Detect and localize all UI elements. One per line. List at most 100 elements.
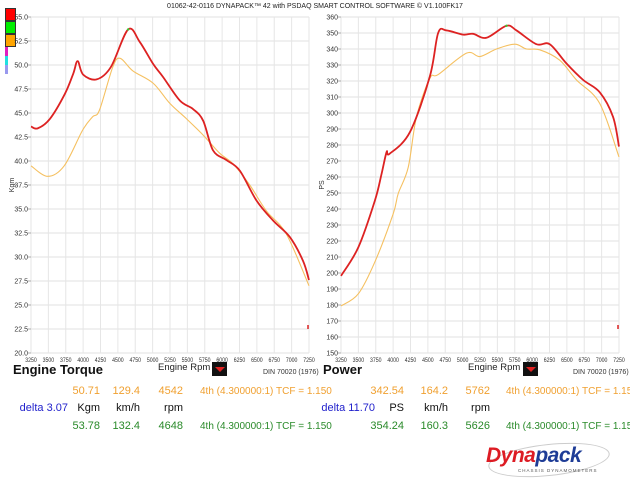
y-tick-label: 45.0	[14, 111, 28, 118]
y-tick-label: 330	[326, 63, 338, 70]
y-tick-label: 160	[326, 335, 338, 342]
run-color-swatch[interactable]	[5, 65, 8, 74]
logo-part-dyna: Dyna	[486, 444, 536, 467]
x-tick-label: 3750	[370, 358, 382, 365]
y-tick-label: 35.0	[14, 207, 28, 214]
y-tick-label: 37.5	[14, 183, 28, 190]
run-color-swatch[interactable]	[5, 8, 16, 21]
y-axis-label: PS	[319, 180, 326, 190]
power-rpm-dropdown-button[interactable]	[523, 362, 538, 376]
x-tick-label: 7250	[613, 358, 625, 365]
torque-delta: delta 3.07	[19, 402, 68, 414]
y-tick-label: 30.0	[14, 255, 28, 262]
torque-peak-marker	[126, 28, 130, 31]
torque-run-b-value: 53.78	[72, 420, 100, 432]
torque-speed-unit: km/h	[116, 402, 140, 414]
y-tick-label: 200	[326, 271, 338, 278]
y-tick-label: 25.0	[14, 303, 28, 310]
y-tick-label: 190	[326, 287, 338, 294]
y-tick-label: 290	[326, 127, 338, 134]
power-run-a-rpm: 5762	[465, 385, 490, 397]
power-chart-title: Power	[323, 362, 363, 377]
x-tick-label: 4000	[77, 358, 89, 365]
y-tick-label: 280	[326, 143, 338, 150]
run-color-swatch[interactable]	[5, 56, 8, 65]
y-tick-label: 27.5	[14, 279, 28, 286]
x-tick-label: 3250	[335, 358, 347, 365]
dynapack-logo: Dynapack CHASSIS DYNAMOMETERS	[480, 437, 615, 482]
x-tick-label: 5500	[492, 358, 504, 365]
power-unit: PS	[389, 402, 404, 414]
power-run-a-curve	[340, 43, 620, 307]
power-run-b-rpm: 5626	[465, 420, 490, 432]
power-run-a-speed: 164.2	[420, 385, 448, 397]
torque-standard: DIN 70020 (1976)	[263, 369, 319, 376]
run-color-swatch[interactable]	[5, 21, 16, 34]
y-tick-label: 55.0	[14, 15, 28, 22]
torque-run-b-speed: 132.4	[112, 420, 140, 432]
x-tick-label: 4500	[112, 358, 124, 365]
power-run-b-curve	[340, 24, 620, 277]
x-tick-label: 3500	[353, 358, 365, 365]
power-standard: DIN 70020 (1976)	[573, 369, 629, 376]
y-tick-label: 210	[326, 255, 338, 262]
x-tick-label: 4750	[439, 358, 451, 365]
power-run-b-speed: 160.3	[420, 420, 448, 432]
torque-rpm-dropdown-button[interactable]	[212, 362, 227, 376]
torque-rpm-unit: rpm	[164, 402, 183, 414]
run-color-swatch[interactable]	[5, 47, 8, 56]
torque-run-a-speed: 129.4	[112, 385, 140, 397]
y-tick-label: 50.0	[14, 63, 28, 70]
x-tick-label: 5000	[457, 358, 469, 365]
x-tick-label: 5250	[474, 358, 486, 365]
torque-chart: 3250 3500 3750 4000 4250 4500 4750 5000 5250 5500…	[9, 15, 315, 365]
y-tick-label: 260	[326, 175, 338, 182]
x-tick-label: 6500	[561, 358, 573, 365]
x-tick-label: 7250	[303, 358, 315, 365]
y-tick-label: 240	[326, 207, 338, 214]
power-run-a-gear: 4th (4.300000:1) TCF = 1.150	[506, 386, 630, 397]
y-tick-label: 270	[326, 159, 338, 166]
power-peak-marker	[505, 24, 508, 27]
x-tick-label: 5250	[164, 358, 176, 365]
y-tick-label: 52.5	[14, 39, 28, 46]
y-tick-label: 230	[326, 223, 338, 230]
y-tick-label: 170	[326, 319, 338, 326]
y-tick-label: 340	[326, 47, 338, 54]
power-speed-unit: km/h	[424, 402, 448, 414]
power-run-b-value: 354.24	[370, 420, 404, 432]
torque-chart-title: Engine Torque	[13, 362, 104, 377]
power-delta: delta 11.70	[321, 402, 375, 414]
x-tick-label: 6000	[526, 358, 538, 365]
y-tick-label: 250	[326, 191, 338, 198]
y-tick-label: 47.5	[14, 87, 28, 94]
power-run-a-value: 342.54	[370, 385, 404, 397]
x-tick-label: 4500	[422, 358, 434, 365]
y-tick-label: 32.5	[14, 231, 28, 238]
x-tick-label: 6750	[578, 358, 590, 365]
run-color-swatch[interactable]	[5, 34, 16, 47]
x-tick-label: 6000	[216, 358, 228, 365]
x-tick-label: 3250	[25, 358, 37, 365]
x-tick-label: 6250	[544, 358, 556, 365]
y-tick-label: 320	[326, 79, 338, 86]
torque-x-axis-label: Engine Rpm	[158, 362, 211, 373]
x-tick-label: 5750	[509, 358, 521, 365]
logo-tagline: CHASSIS DYNAMOMETERS	[518, 468, 598, 473]
x-tick-label: 5750	[199, 358, 211, 365]
power-run-b-gear: 4th (4.300000:1) TCF = 1.150	[506, 421, 630, 432]
y-tick-label: 22.5	[14, 327, 28, 334]
x-tick-label: 4250	[405, 358, 417, 365]
x-tick-label: 6750	[268, 358, 280, 365]
torque-run-b-curve	[30, 27, 310, 281]
x-tick-label: 3500	[43, 358, 55, 365]
y-axis-label: Kgm	[9, 178, 16, 193]
torque-run-a-rpm: 4542	[158, 385, 183, 397]
y-tick-label: 360	[326, 15, 338, 22]
power-x-axis-label: Engine Rpm	[468, 362, 521, 373]
torque-run-b-gear: 4th (4.300000:1) TCF = 1.150	[200, 421, 332, 432]
torque-run-a-value: 50.71	[72, 385, 100, 397]
x-tick-label: 5000	[147, 358, 159, 365]
x-tick-label: 7000	[286, 358, 298, 365]
